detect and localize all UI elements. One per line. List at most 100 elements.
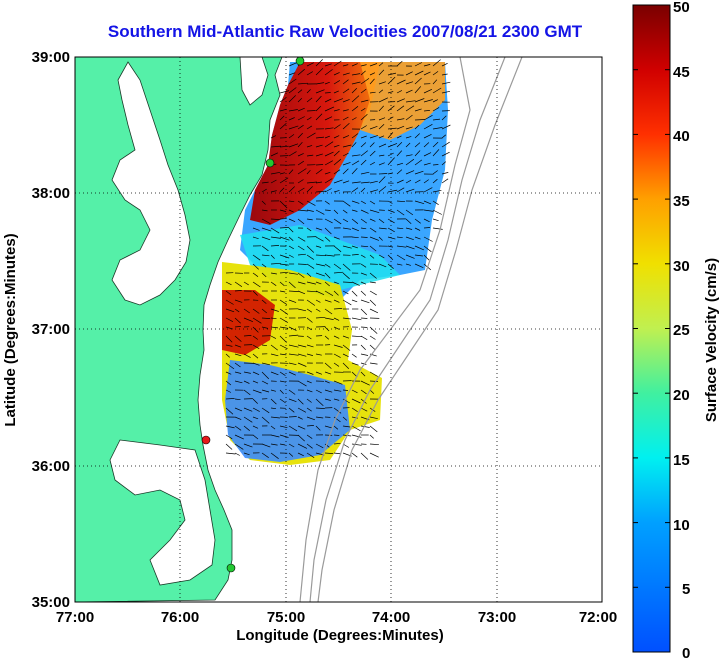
velocity-arrow [396, 98, 405, 103]
velocity-arrow [414, 77, 422, 85]
velocity-arrow [315, 95, 322, 103]
velocity-arrow [405, 218, 412, 224]
velocity-arrow [315, 299, 321, 303]
velocity-arrow [432, 59, 441, 67]
velocity-arrow [432, 107, 440, 112]
velocity-arrow [423, 227, 431, 229]
velocity-arrow [360, 362, 367, 365]
velocity-arrow [288, 218, 296, 223]
velocity-arrow [369, 371, 378, 377]
velocity-arrow [279, 145, 289, 148]
velocity-arrow [306, 218, 313, 221]
velocity-arrow [333, 335, 340, 339]
x-axis-label: Longitude (Degrees:Minutes) [236, 627, 444, 644]
velocity-arrow [288, 389, 296, 395]
velocity-arrow [297, 290, 306, 295]
velocity-arrow [252, 353, 259, 359]
velocity-arrow [270, 145, 281, 148]
velocity-arrow [306, 209, 314, 212]
velocity-arrow [270, 398, 277, 405]
velocity-arrow [333, 209, 339, 215]
velocity-arrow [342, 135, 350, 139]
velocity-arrow [279, 236, 290, 241]
velocity-arrow [324, 380, 330, 384]
velocity-arrow [360, 254, 366, 258]
velocity-arrow [297, 168, 307, 175]
velocity-arrow [351, 106, 359, 112]
velocity-arrow [351, 168, 358, 175]
velocity-arrow [333, 353, 341, 358]
velocity-arrow [279, 389, 284, 394]
velocity-arrow [405, 114, 413, 121]
velocity-arrow [405, 158, 415, 166]
velocity-arrow [324, 263, 331, 268]
velocity-arrow [252, 308, 260, 314]
velocity-arrow [288, 134, 295, 139]
velocity-arrow [261, 263, 267, 268]
velocity-arrow [288, 186, 295, 193]
velocity-arrow [324, 188, 332, 193]
velocity-arrow [243, 317, 254, 323]
velocity-arrow [414, 170, 424, 175]
velocity-arrow [360, 380, 370, 386]
velocity-arrow [387, 254, 394, 261]
velocity-arrow [261, 272, 267, 278]
velocity-arrow [378, 105, 384, 112]
velocity-arrow [306, 389, 313, 393]
velocity-arrow [414, 62, 423, 67]
velocity-arrow [333, 425, 339, 430]
velocity-arrow [405, 89, 413, 94]
velocity-arrow [351, 218, 359, 224]
velocity-arrow [387, 189, 398, 193]
velocity-arrow [225, 380, 232, 386]
velocity-arrow [306, 398, 312, 403]
velocity-arrow [432, 164, 439, 166]
velocity-arrow [342, 335, 350, 339]
velocity-arrow [288, 151, 297, 157]
velocity-arrow [297, 187, 305, 193]
velocity-arrow [369, 254, 375, 259]
velocity-arrow [423, 254, 430, 261]
velocity-arrow [270, 434, 280, 438]
velocity-arrow [378, 62, 384, 67]
velocity-arrow [279, 299, 288, 305]
velocity-arrow [306, 125, 313, 130]
velocity-arrow [396, 150, 403, 157]
velocity-arrow [396, 254, 406, 261]
velocity-arrow [261, 344, 268, 347]
velocity-arrow [297, 362, 307, 367]
velocity-arrow [324, 127, 334, 130]
velocity-arrow [369, 125, 378, 130]
velocity-arrow [279, 254, 290, 259]
velocity-arrow [315, 59, 323, 67]
velocity-arrow [333, 150, 340, 157]
velocity-arrow [432, 149, 440, 157]
velocity-arrow [333, 407, 342, 414]
velocity-arrow [279, 218, 287, 220]
velocity-arrow [396, 236, 403, 239]
velocity-arrow [279, 209, 287, 212]
velocity-arrow [252, 281, 261, 288]
velocity-arrow [261, 218, 271, 225]
velocity-arrow [387, 72, 397, 76]
velocity-arrow [270, 425, 276, 430]
velocity-arrow [306, 281, 316, 285]
velocity-arrow [234, 344, 242, 348]
velocity-arrow [315, 407, 325, 409]
y-tick-label: 35:00 [32, 594, 70, 611]
velocity-arrow [414, 254, 423, 257]
velocity-arrow [243, 335, 252, 337]
velocity-arrow [360, 263, 367, 268]
colorbar-tick-label: 0 [682, 645, 690, 659]
velocity-arrow [252, 317, 262, 324]
velocity-arrow [360, 227, 367, 230]
velocity-arrow [342, 299, 352, 306]
velocity-arrow [342, 362, 350, 370]
velocity-arrow [378, 124, 385, 130]
velocity-arrow [342, 64, 349, 67]
velocity-arrow [306, 299, 316, 306]
velocity-arrow [342, 344, 351, 351]
velocity-arrow [414, 133, 420, 139]
velocity-arrow [342, 416, 348, 421]
velocity-arrow [306, 245, 315, 253]
